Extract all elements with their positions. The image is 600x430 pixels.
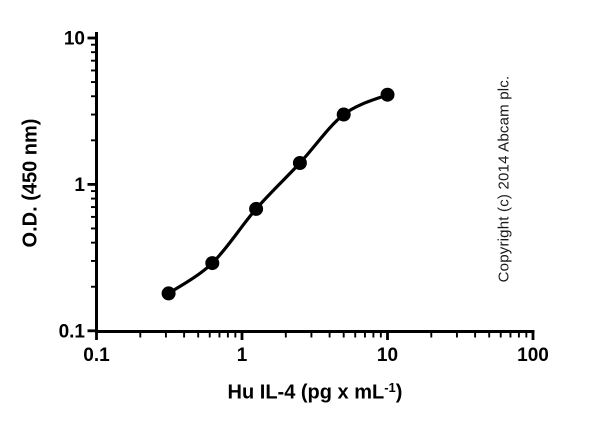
y-tick-label: 1 xyxy=(74,175,85,196)
data-point xyxy=(292,156,307,171)
x-tick-label: 1 xyxy=(237,345,248,366)
data-point xyxy=(249,201,264,216)
data-point xyxy=(205,256,220,271)
x-tick-label: 10 xyxy=(377,345,398,366)
x-axis-title-superscript: -1 xyxy=(384,380,396,395)
data-point xyxy=(161,286,176,301)
x-tick-label: 100 xyxy=(517,345,549,366)
x-axis-title-text: Hu IL-4 (pg x mL xyxy=(227,381,385,404)
x-axis-title-close: ) xyxy=(395,381,403,404)
x-axis-title: Hu IL-4 (pg x mL-1) xyxy=(95,379,535,405)
y-tick-label: 10 xyxy=(64,29,85,50)
y-axis-title: O.D. (450 nm) xyxy=(19,118,42,248)
standard-curve-line xyxy=(167,93,390,295)
y-tick-label: 0.1 xyxy=(59,321,86,342)
data-point xyxy=(336,107,351,122)
data-point xyxy=(380,87,395,102)
x-tick-label: 0.1 xyxy=(83,345,110,366)
copyright-watermark: Copyright (c) 2014 Abcam plc. xyxy=(495,75,513,283)
